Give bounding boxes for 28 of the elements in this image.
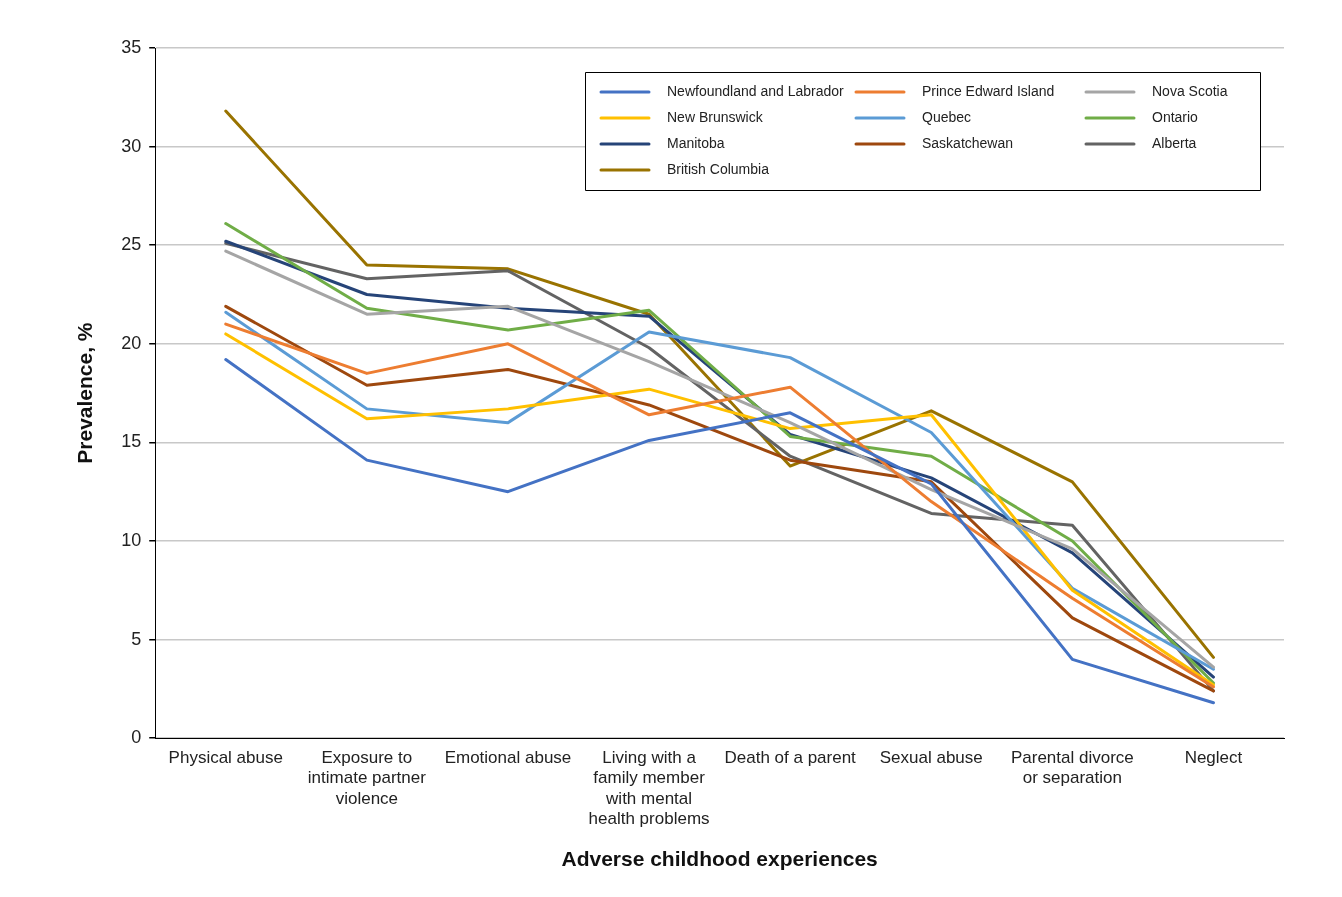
legend-label: Nova Scotia bbox=[1152, 82, 1228, 99]
legend-label: Manitoba bbox=[667, 134, 725, 151]
x-tick-label: Emotional abuse bbox=[444, 748, 572, 768]
legend-label: New Brunswick bbox=[667, 108, 764, 125]
x-tick-label: Living with a family member with mental health problems bbox=[588, 748, 710, 829]
legend-label: Ontario bbox=[1152, 108, 1199, 125]
y-tick-label: 5 bbox=[131, 628, 142, 649]
y-tick-label: 25 bbox=[121, 234, 142, 255]
legend-label: Prince Edward Island bbox=[922, 82, 1055, 99]
y-tick-label: 15 bbox=[121, 431, 142, 452]
x-tick-label: Parental divorce or separation bbox=[1010, 748, 1134, 788]
x-tick-label: Death of a parent bbox=[724, 748, 857, 768]
x-tick-label: Sexual abuse bbox=[879, 748, 983, 768]
x-tick-label: Neglect bbox=[1184, 748, 1243, 768]
x-tick-label: Physical abuse bbox=[168, 748, 283, 768]
legend-label: British Columbia bbox=[667, 160, 770, 177]
y-tick-label: 10 bbox=[121, 529, 142, 550]
legend-label: Saskatchewan bbox=[922, 134, 1014, 151]
x-axis-title: Adverse childhood experiences bbox=[561, 847, 878, 871]
legend-label: Newfoundland and Labrador bbox=[667, 82, 845, 99]
x-tick-label: Exposure to intimate partner violence bbox=[307, 748, 427, 808]
y-axis-title: Prevalence, % bbox=[73, 322, 97, 464]
legend-label: Quebec bbox=[922, 108, 972, 125]
y-tick-label: 0 bbox=[131, 727, 142, 748]
y-tick-label: 35 bbox=[121, 36, 142, 57]
y-tick-label: 20 bbox=[121, 332, 142, 353]
legend-label: Alberta bbox=[1152, 134, 1197, 151]
y-tick-label: 30 bbox=[121, 135, 142, 156]
